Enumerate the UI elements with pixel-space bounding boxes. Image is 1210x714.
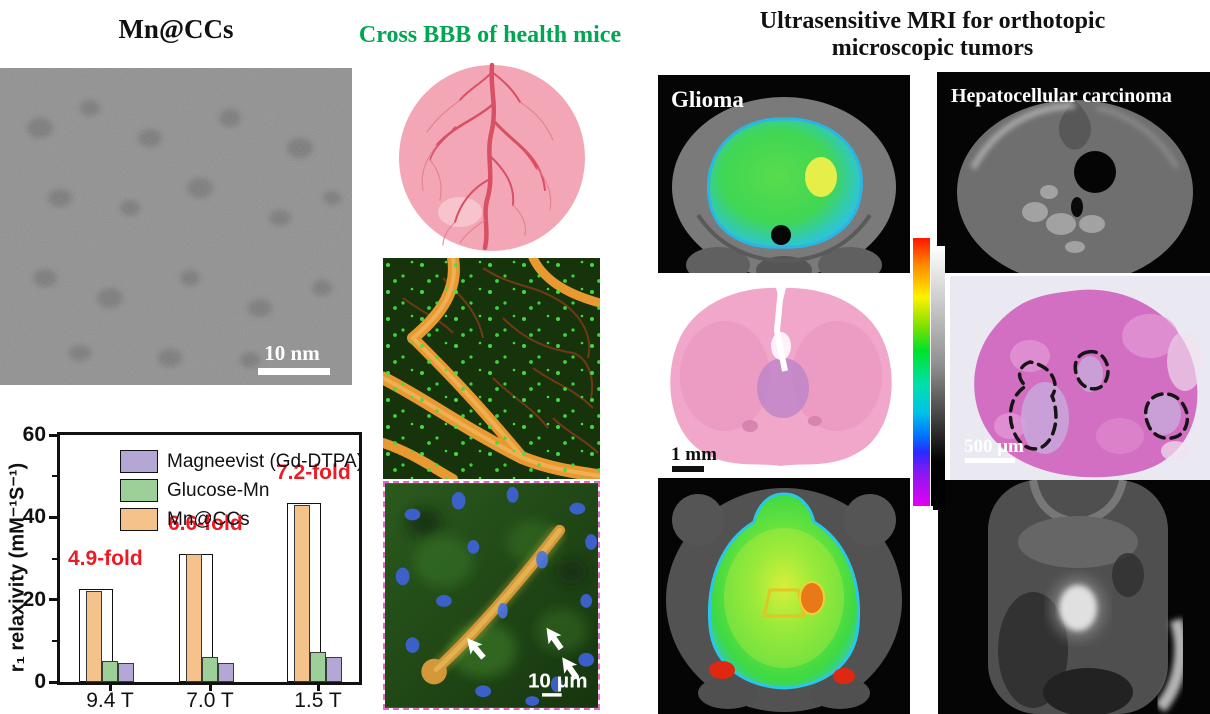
- bright-bowel: [1154, 617, 1188, 713]
- cell-nuclei: [395, 487, 598, 706]
- tumor-region: [757, 358, 809, 418]
- bar-glucose-mn: [102, 661, 118, 682]
- mri-title-line1: Ultrasensitive MRI for orthotopic: [759, 8, 1106, 34]
- stomach-void: [1074, 151, 1116, 193]
- cranial-window-image: [399, 62, 585, 251]
- fluor-scale-bar: [542, 693, 562, 697]
- colorbar-rainbow: [913, 238, 930, 506]
- axis-tick: [52, 557, 57, 560]
- x-tick-label: 7.0 T: [186, 689, 234, 712]
- axis-tick: [316, 685, 320, 691]
- ventricle-outline: [762, 588, 806, 618]
- x-tick-label: 1.5 T: [294, 689, 342, 712]
- tem-scale-bar: [258, 368, 330, 375]
- fluor-scale-label: 10 μm: [528, 669, 588, 692]
- legend-label: Magneevist (Gd-DTPA): [167, 450, 364, 472]
- x-tick-label: 9.4 T: [86, 689, 134, 712]
- liver-histology-image: 500 μm: [950, 276, 1210, 480]
- hcc-label: Hepatocellular carcinoma: [951, 85, 1172, 107]
- brain-scale-bar: [672, 466, 704, 472]
- bar-mn-ccs: [186, 554, 202, 682]
- legend-swatch: [120, 508, 158, 531]
- abdomen: [957, 100, 1193, 273]
- hotspot-left-low: [709, 661, 735, 679]
- hotspot-right-low: [833, 668, 855, 684]
- brain-scale-label: 1 mm: [671, 444, 717, 465]
- bbb-title: Cross BBB of health mice: [358, 22, 622, 48]
- glioma-label: Glioma: [671, 87, 744, 112]
- legend-swatch: [120, 479, 158, 502]
- legend-swatch: [120, 450, 158, 473]
- tem-scale-label: 10 nm: [264, 341, 320, 365]
- colorbar-tail-strip: [921, 506, 933, 564]
- brain-overlay: [707, 117, 863, 249]
- legend-row: Magneevist (Gd-DTPA): [120, 447, 363, 476]
- mncc-title: Mn@CCs: [118, 14, 234, 44]
- relaxivity-chart: r₁ relaxivity (mM⁻¹S⁻¹) Magneevist (Gd-D…: [0, 422, 380, 714]
- fold-annotation: 7.2-fold: [276, 460, 351, 484]
- coronal-mri-image: [938, 480, 1210, 714]
- dorsal-mri-image: [658, 478, 910, 714]
- tumor-dashed-outlines: [1008, 349, 1190, 451]
- mri-title-line2: microscopic tumors: [831, 35, 1034, 61]
- bar-magneevist-gd-dtpa-: [218, 662, 234, 682]
- legend-row: Glucose-Mn: [120, 476, 363, 505]
- chart-legend: Magneevist (Gd-DTPA) Glucose-Mn Mn@CCs: [120, 447, 363, 534]
- legend-label: Mn@CCs: [167, 508, 250, 530]
- axis-tick: [49, 598, 57, 602]
- blood-vessels: [421, 62, 554, 251]
- two-photon-vessels-image: [383, 258, 600, 479]
- fold-annotation: 4.9-fold: [68, 547, 143, 571]
- extravasated-dots: [383, 258, 600, 479]
- bar-glucose-mn: [310, 651, 326, 682]
- tumor-focus-3: [1145, 393, 1181, 435]
- axis-tick: [52, 475, 57, 478]
- liver-tumor-spots: [1022, 185, 1105, 253]
- bar-glucose-mn: [202, 657, 218, 682]
- tumor-hyperintensity: [1059, 585, 1097, 631]
- legend-row: Mn@CCs: [120, 505, 363, 534]
- fold-annotation: 6.6-fold: [168, 511, 243, 535]
- axis-tick: [108, 685, 112, 691]
- axis-tick: [52, 639, 57, 642]
- axis-tick: [49, 515, 57, 519]
- bar-mn-ccs: [294, 504, 310, 682]
- y-tick-label: 40: [22, 505, 46, 529]
- y-tick-label: 60: [22, 423, 46, 446]
- tem-image: 10 nm: [0, 68, 352, 385]
- plot-area: Magneevist (Gd-DTPA) Glucose-Mn Mn@CCs: [57, 432, 363, 685]
- axis-tick: [208, 685, 212, 691]
- axis-tick: [49, 433, 57, 437]
- colorbar-grayscale: [931, 246, 945, 510]
- y-tick-label: 0: [34, 670, 46, 693]
- liver-scale-label: 500 μm: [964, 436, 1024, 457]
- confocal-image: 10 μm: [383, 481, 600, 710]
- y-tick-label: 20: [22, 587, 46, 611]
- axis-tick: [49, 680, 57, 684]
- tumor-focus-1: [1021, 382, 1069, 454]
- mri-title: Ultrasensitive MRI for orthotopic micros…: [655, 8, 1210, 62]
- hotspot-right: [799, 581, 825, 615]
- y-axis-label: r₁ relaxivity (mM⁻¹S⁻¹): [6, 462, 29, 673]
- bar-mn-ccs: [86, 591, 102, 682]
- brain-histology-image: 1 mm: [655, 276, 907, 478]
- hcc-mri-image: Hepatocellular carcinoma: [937, 72, 1210, 273]
- bar-magneevist-gd-dtpa-: [118, 663, 134, 682]
- glioma-mri-image: Glioma: [658, 75, 910, 273]
- legend-label: Glucose-Mn: [167, 479, 270, 501]
- glioma-tumor-spot: [805, 157, 837, 197]
- liver-scale-bar: [965, 458, 1015, 463]
- tumor-focus-2: [1077, 356, 1103, 392]
- arrow-icon: [467, 627, 580, 680]
- bar-magneevist-gd-dtpa-: [326, 657, 342, 682]
